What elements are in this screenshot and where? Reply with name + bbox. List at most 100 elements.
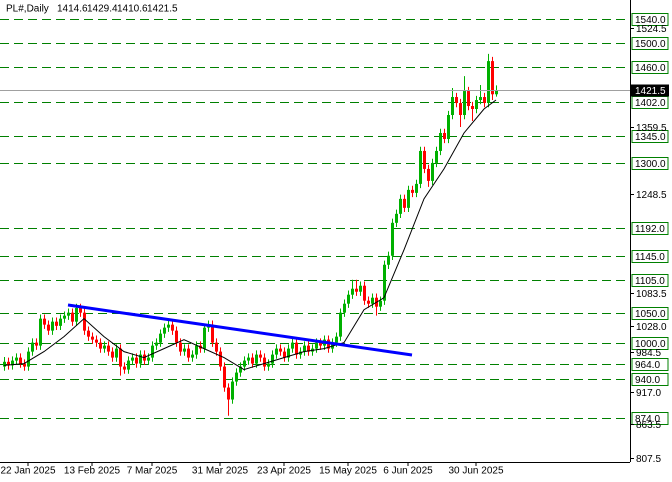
candle-body xyxy=(255,354,258,364)
candle-body xyxy=(495,90,498,95)
candle-body xyxy=(15,357,18,361)
candle-body xyxy=(239,366,242,373)
trendline xyxy=(67,303,413,357)
candle-body xyxy=(219,351,222,367)
candle-body xyxy=(99,342,102,349)
x-tick-label: 30 Jun 2025 xyxy=(448,466,503,477)
candle-body xyxy=(403,198,406,208)
close-value: 1421.5 xyxy=(147,4,178,15)
level-label: 874.0 xyxy=(635,414,660,425)
candle-body xyxy=(71,312,74,322)
x-tick-label: 23 Apr 2025 xyxy=(257,466,311,477)
candle-body xyxy=(423,150,426,169)
candle-body xyxy=(131,357,134,361)
candle-body xyxy=(335,336,338,343)
candle-body xyxy=(451,97,454,116)
level-label: 1300.0 xyxy=(635,159,666,170)
candle-body xyxy=(107,345,110,352)
candle-body xyxy=(223,366,226,388)
candle-body xyxy=(259,354,262,358)
candle-body xyxy=(123,366,126,370)
level-label: 1050.0 xyxy=(635,309,666,320)
candle-body xyxy=(379,300,382,307)
candle-body xyxy=(267,363,270,367)
candle-body xyxy=(359,285,362,292)
candle-body xyxy=(411,189,414,193)
candle-body xyxy=(27,351,30,367)
level-label: 1192.0 xyxy=(635,224,665,235)
level-label-box xyxy=(631,250,669,263)
level-label: 1000.0 xyxy=(635,339,666,350)
level-label: 1345.0 xyxy=(635,132,666,143)
level-label: 940.0 xyxy=(635,375,660,386)
candle-body xyxy=(347,294,350,304)
level-label-box xyxy=(631,61,669,74)
candle-body xyxy=(303,345,306,352)
current-price-box xyxy=(631,84,669,97)
candle-body xyxy=(435,150,438,163)
candle-body xyxy=(427,168,430,181)
x-tick-label: 7 Mar 2025 xyxy=(127,466,178,477)
x-tick-label: 6 Jun 2025 xyxy=(383,466,433,477)
low-value: 1410.6 xyxy=(117,4,148,15)
candle-body xyxy=(91,336,94,340)
candle-body xyxy=(11,360,14,366)
candle-body xyxy=(183,348,186,352)
level-label-box xyxy=(631,157,669,170)
candle-body xyxy=(415,183,418,193)
candle-body xyxy=(227,387,230,400)
y-tick-label: 1248.5 xyxy=(636,190,667,201)
candle-body xyxy=(399,198,402,214)
level-label: 1402.0 xyxy=(635,98,666,109)
candle-body xyxy=(203,327,206,349)
candle-body xyxy=(287,348,290,358)
level-label-box xyxy=(631,37,669,50)
level-label: 1460.0 xyxy=(635,63,666,74)
candle-body xyxy=(179,342,182,352)
candle-body xyxy=(371,297,374,304)
candle-body xyxy=(307,345,310,352)
moving-average xyxy=(3,99,497,371)
header: PL#,Daily 1414.6 1429.4 1410.6 1421.5 xyxy=(6,4,178,15)
candle-body xyxy=(387,255,390,265)
candle-body xyxy=(83,312,86,331)
candle-body xyxy=(43,318,46,325)
candle-body xyxy=(455,97,458,104)
candle-body xyxy=(115,348,118,358)
candle-body xyxy=(155,342,158,346)
candle-body xyxy=(23,363,26,367)
candle-body xyxy=(63,315,66,319)
candle-body xyxy=(163,327,166,334)
candle-body xyxy=(443,132,446,139)
level-label-box xyxy=(631,373,669,386)
level-label-box xyxy=(631,130,669,143)
candle-body xyxy=(439,132,442,151)
candle-body xyxy=(339,312,342,337)
candle-body xyxy=(467,91,470,107)
open-value: 1414.6 xyxy=(57,4,88,15)
candle-body xyxy=(315,342,318,349)
candle-body xyxy=(171,324,174,331)
candle-body xyxy=(159,333,162,343)
candle-body xyxy=(383,264,386,301)
candle-body xyxy=(151,345,154,358)
plot xyxy=(0,19,630,419)
candle-body xyxy=(19,357,22,364)
candle-body xyxy=(215,342,218,352)
candle-body xyxy=(139,354,142,364)
candle-body xyxy=(391,222,394,256)
candle-body xyxy=(103,345,106,349)
level-label: 1105.0 xyxy=(635,276,665,287)
candle-body xyxy=(463,91,466,116)
level-label-box xyxy=(631,222,669,235)
candle-body xyxy=(211,324,214,343)
candle-body xyxy=(291,342,294,349)
candle-body xyxy=(363,285,366,301)
symbol: PL#,Daily xyxy=(6,4,49,15)
candle-body xyxy=(247,357,250,361)
candle-body xyxy=(167,324,170,328)
candle-body xyxy=(191,354,194,358)
level-label-box xyxy=(631,13,669,26)
candle-body xyxy=(483,97,486,104)
